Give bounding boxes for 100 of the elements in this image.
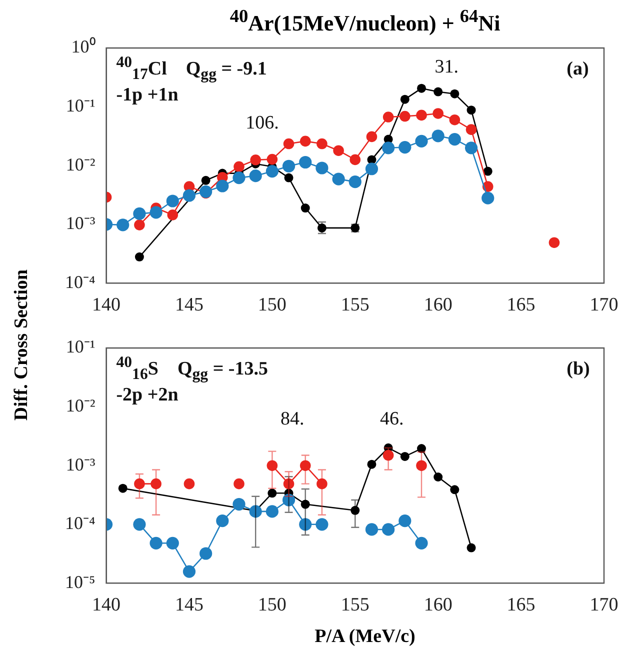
point [300,500,310,509]
point [466,106,476,115]
point [299,518,312,531]
point [116,218,130,232]
point [232,172,246,184]
x-tick-label: 145 [174,294,204,316]
point [432,108,444,119]
y-tick-label: 10⁻⁴ [64,513,96,534]
point [182,565,196,578]
point [166,536,179,550]
point [466,124,477,135]
point [416,460,427,471]
point [133,518,146,531]
point [398,514,412,528]
point [201,176,210,185]
chart-title: $^{40}$Ar(15MeV/nucleon) + $^{64}$Ni [228,6,502,36]
point [434,87,443,96]
point [266,460,278,471]
point [284,173,294,182]
annotation: -1p +1n [116,84,178,106]
point [398,140,412,154]
point [332,172,345,186]
point [300,460,311,471]
point [316,138,328,150]
y-tick-label: 10⁻⁴ [64,272,96,292]
point [382,142,395,154]
x-tick-label: 165 [506,594,536,616]
x-tick-label: 150 [258,594,286,616]
point [234,478,244,490]
y-tick-label: 10⁻¹ [66,336,96,357]
point [400,94,410,104]
point [266,505,278,518]
point [249,505,262,518]
point [282,494,296,506]
point [365,162,378,176]
point [150,478,162,490]
point [299,156,312,169]
point [134,478,145,490]
y-tick-label: 10⁻³ [66,454,96,474]
point [250,154,261,166]
point [382,450,394,461]
point [434,472,443,482]
point [316,162,328,174]
point [382,523,395,536]
annotation: 46. [380,408,404,430]
point [417,444,426,454]
annotation: (b) [566,358,590,380]
point [450,485,460,494]
point [200,547,212,560]
point [464,142,478,154]
point [448,133,461,146]
point [367,460,376,469]
point [266,154,278,165]
point [449,114,460,126]
point [266,165,278,178]
y-tick-label: 10⁻² [66,154,96,174]
x-tick-label: 145 [174,594,204,616]
point [466,543,476,552]
point [300,204,310,213]
x-tick-label: 140 [92,594,121,616]
point [400,452,410,461]
point [268,488,277,498]
point [118,484,128,493]
point [182,189,196,202]
point [482,192,494,204]
point [415,536,428,550]
point [216,514,229,528]
point [300,136,311,147]
annotation: 31. [434,56,459,78]
x-tick-label: 155 [340,594,370,616]
point [166,194,179,208]
point [283,138,294,150]
point [316,478,328,490]
x-tick-label: 140 [92,294,121,316]
point [234,161,244,172]
point [333,145,344,156]
point [400,110,410,122]
x-tick-label: 160 [424,594,452,616]
x-tick-label: 160 [424,294,452,316]
y-tick-label: 10⁻⁵ [64,572,96,592]
point [133,207,146,220]
x-axis-title: P/A (MeV/c) [314,626,416,648]
point [350,506,360,515]
point [150,206,162,219]
point [216,180,229,192]
point [350,154,361,166]
point [416,110,427,121]
x-tick-label: 155 [340,294,370,316]
annotation: -2p +2n [116,384,178,406]
annotation: 106. [246,112,279,134]
point [282,160,296,172]
point [417,84,426,93]
point [249,170,262,182]
x-tick-label: 165 [506,294,536,316]
y-axis-title: Diff. Cross Section [11,268,33,423]
x-tick-label: 170 [590,294,618,316]
x-tick-label: 150 [258,294,286,316]
point [316,518,328,531]
point [365,523,378,536]
annotation: 84. [280,408,304,430]
